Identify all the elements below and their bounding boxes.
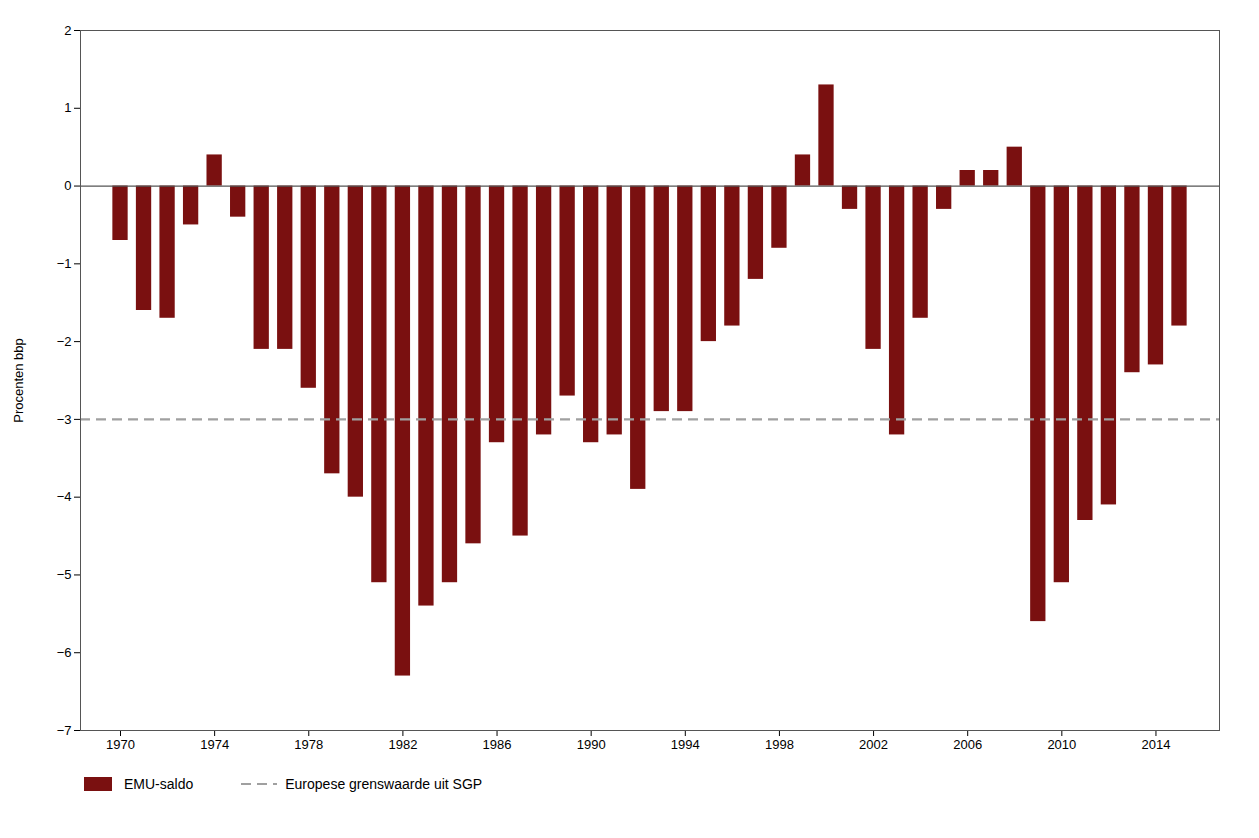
- svg-text:−5: −5: [57, 567, 72, 582]
- svg-text:1974: 1974: [200, 737, 229, 752]
- svg-text:1998: 1998: [765, 737, 794, 752]
- svg-text:1970: 1970: [106, 737, 135, 752]
- svg-text:−1: −1: [57, 256, 72, 271]
- svg-text:1990: 1990: [577, 737, 606, 752]
- html-text:EMU-saldo: EMU-saldo: [124, 776, 194, 792]
- svg-text:1982: 1982: [388, 737, 417, 752]
- svg-text:0: 0: [64, 178, 71, 193]
- svg-text:1994: 1994: [671, 737, 700, 752]
- svg-text:−4: −4: [57, 489, 72, 504]
- html-text:Europese grenswaarde uit SGP: Europese grenswaarde uit SGP: [285, 776, 483, 792]
- svg-text:2014: 2014: [1141, 737, 1170, 752]
- svg-text:2010: 2010: [1047, 737, 1076, 752]
- svg-text:2002: 2002: [859, 737, 888, 752]
- svg-text:Procenten bbp: Procenten bbp: [11, 338, 26, 423]
- svg-text:2006: 2006: [953, 737, 982, 752]
- svg-text:−2: −2: [57, 334, 72, 349]
- svg-text:2: 2: [64, 23, 71, 38]
- svg-text:−7: −7: [57, 723, 72, 738]
- svg-text:−6: −6: [57, 645, 72, 660]
- svg-text:1: 1: [64, 100, 71, 115]
- svg-text:1986: 1986: [483, 737, 512, 752]
- svg-text:−3: −3: [57, 412, 72, 427]
- svg-text:1978: 1978: [294, 737, 323, 752]
